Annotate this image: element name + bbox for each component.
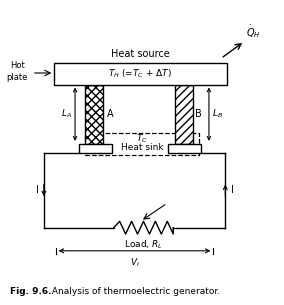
- Bar: [54, 63, 227, 84]
- Text: $T_C$: $T_C$: [136, 133, 148, 145]
- Text: Fig. 9.6.: Fig. 9.6.: [10, 287, 51, 296]
- Text: $V_i$: $V_i$: [130, 256, 139, 268]
- Text: I: I: [36, 185, 38, 196]
- Bar: [175, 84, 193, 144]
- Text: $\dot{Q}_H$: $\dot{Q}_H$: [246, 23, 261, 40]
- Text: Load, $R_L$: Load, $R_L$: [124, 239, 163, 251]
- Text: Heat sink: Heat sink: [121, 143, 163, 152]
- Text: A: A: [107, 109, 114, 119]
- Bar: [168, 144, 201, 153]
- Bar: [79, 144, 112, 153]
- Text: $T_H$ (=$T_C$ + $\Delta T$): $T_H$ (=$T_C$ + $\Delta T$): [108, 67, 173, 80]
- Bar: [85, 84, 103, 144]
- Bar: [175, 84, 193, 144]
- Text: I: I: [231, 185, 233, 196]
- Text: B: B: [195, 109, 202, 119]
- Text: $L_B$: $L_B$: [212, 108, 223, 120]
- Text: Heat source: Heat source: [111, 49, 170, 59]
- Text: Analysis of thermoelectric generator.: Analysis of thermoelectric generator.: [49, 287, 220, 296]
- Text: $L_A$: $L_A$: [60, 108, 72, 120]
- Bar: [85, 84, 103, 144]
- Bar: [85, 133, 199, 155]
- Text: Hot
plate: Hot plate: [6, 62, 28, 81]
